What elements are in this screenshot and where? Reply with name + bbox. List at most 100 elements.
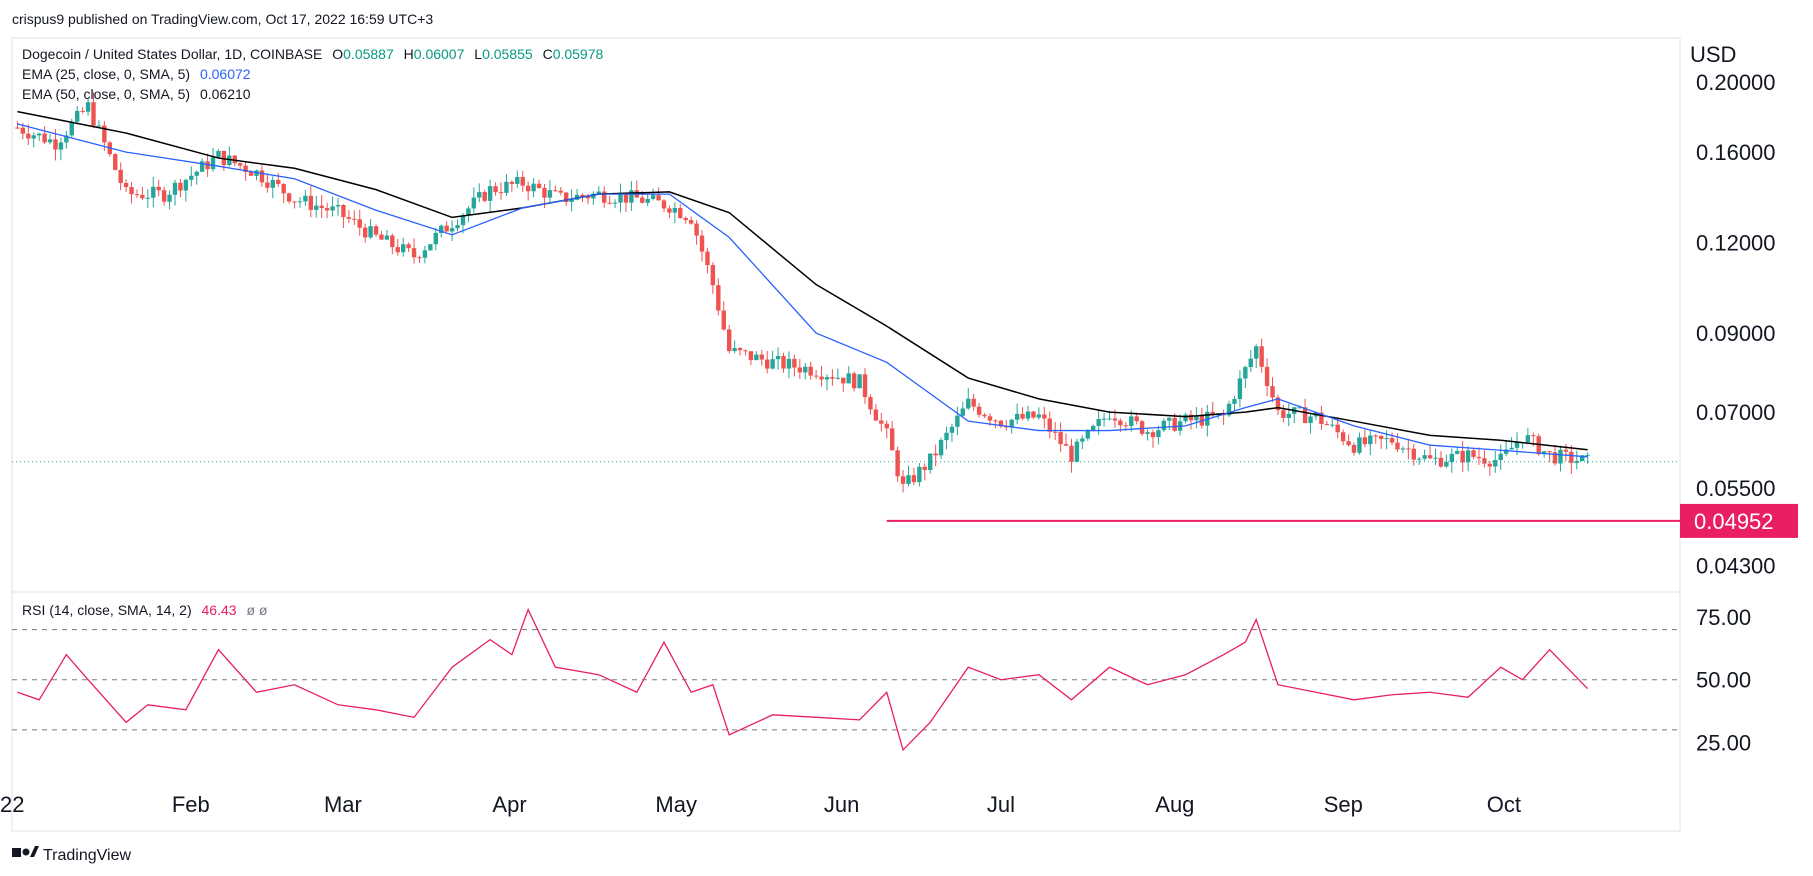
currency-label: USD bbox=[1690, 42, 1736, 67]
candle-body bbox=[183, 179, 189, 191]
candle-body bbox=[1042, 414, 1047, 419]
candle-body bbox=[1384, 438, 1389, 440]
time-tick-label: Apr bbox=[492, 792, 526, 817]
candle-body bbox=[346, 217, 352, 219]
candle-body bbox=[1536, 436, 1541, 455]
price-axis[interactable]: 0.20000 0.16000 0.12000 0.09000 0.07000 0.055… bbox=[1696, 70, 1776, 578]
candle-body bbox=[1129, 416, 1134, 427]
candle-body bbox=[194, 171, 199, 176]
price-tick-label: 0.05500 bbox=[1696, 476, 1776, 501]
candle-body bbox=[591, 193, 596, 199]
candle-body bbox=[493, 186, 498, 193]
legend: Dogecoin / United States Dollar, 1D, COI… bbox=[22, 46, 604, 618]
rsi-axis[interactable]: 75.00 50.00 25.00 bbox=[1696, 605, 1751, 755]
candle-body bbox=[928, 453, 933, 470]
candle-body bbox=[487, 186, 493, 201]
candle-body bbox=[705, 251, 710, 266]
candle-body bbox=[1503, 449, 1509, 454]
candle-body bbox=[998, 420, 1004, 427]
candle-body bbox=[96, 125, 102, 127]
time-tick-label: Oct bbox=[1487, 792, 1521, 817]
candle-body bbox=[1047, 418, 1052, 432]
candle-body bbox=[726, 329, 732, 352]
candle-body bbox=[1493, 460, 1498, 467]
candle-body bbox=[384, 235, 390, 240]
chart-frame bbox=[11, 37, 1681, 832]
candle-body bbox=[1107, 418, 1112, 420]
time-tick-label: May bbox=[655, 792, 697, 817]
candle-body bbox=[596, 191, 601, 194]
rsi-tick-label: 25.00 bbox=[1696, 730, 1751, 755]
support-badge bbox=[1680, 503, 1798, 538]
candle-body bbox=[835, 377, 841, 379]
candle-body bbox=[971, 398, 976, 407]
candle-body bbox=[1264, 366, 1270, 387]
candle-body bbox=[569, 199, 574, 203]
candle-body bbox=[1395, 442, 1400, 450]
candle-body bbox=[1167, 417, 1172, 421]
svg-text:EMA (50, close, 0, SMA, 5): EMA (50, close, 0, SMA, 5) 0.06210 bbox=[22, 86, 251, 102]
candle-body bbox=[1351, 444, 1357, 453]
candle-body bbox=[113, 154, 118, 170]
candle-body bbox=[134, 194, 140, 196]
candle-body bbox=[976, 406, 982, 415]
legend-ema25-value: 0.06072 bbox=[200, 66, 251, 82]
candle-body bbox=[1362, 437, 1368, 445]
candle-body bbox=[319, 205, 324, 209]
candle-body bbox=[993, 420, 998, 422]
candle-body bbox=[1389, 438, 1395, 443]
candle-body bbox=[1080, 438, 1085, 442]
candle-body bbox=[259, 170, 265, 183]
candle-body bbox=[797, 367, 803, 373]
candle-body bbox=[91, 102, 96, 126]
price-tick-label: 0.07000 bbox=[1696, 400, 1776, 425]
candle-body bbox=[900, 476, 906, 484]
price-tick-label: 0.20000 bbox=[1696, 70, 1776, 95]
candle-body bbox=[1210, 411, 1215, 416]
legend-l-label: L bbox=[474, 46, 482, 62]
candle-body bbox=[808, 366, 813, 376]
candle-body bbox=[42, 133, 47, 143]
candle-body bbox=[585, 196, 591, 199]
candle-body bbox=[922, 466, 927, 470]
candle-body bbox=[683, 218, 688, 221]
candle-body bbox=[553, 190, 558, 192]
candle-body bbox=[879, 420, 884, 424]
tradingview-logo[interactable]: TradingView bbox=[12, 846, 131, 864]
rsi-layer bbox=[12, 607, 1680, 752]
legend-symbol: Dogecoin / United States Dollar, 1D, COI… bbox=[22, 46, 322, 62]
candle-body bbox=[661, 200, 667, 209]
time-axis[interactable]: 22 Feb Mar Apr May Jun Jul Aug Sep Oct bbox=[0, 792, 1521, 817]
candle-body bbox=[1465, 450, 1471, 463]
candle-body bbox=[1455, 450, 1460, 454]
candle-body bbox=[406, 244, 411, 249]
candle-body bbox=[1422, 455, 1427, 459]
candle-body bbox=[64, 135, 69, 143]
candle-body bbox=[987, 416, 993, 421]
candle-body bbox=[74, 110, 80, 122]
candle-body bbox=[1297, 407, 1302, 409]
candle-body bbox=[151, 186, 156, 198]
candle-body bbox=[85, 102, 91, 112]
time-tick-label: Jul bbox=[987, 792, 1015, 817]
candle-body bbox=[20, 127, 26, 134]
candle-body bbox=[824, 377, 830, 380]
candle-body bbox=[1378, 435, 1384, 439]
tradingview-brand: TradingView bbox=[43, 847, 131, 864]
candle-body bbox=[1243, 367, 1248, 379]
indicator-lines bbox=[12, 110, 1680, 463]
candle-body bbox=[1319, 412, 1324, 425]
rsi-tick-label: 75.00 bbox=[1696, 605, 1751, 630]
candle-body bbox=[602, 191, 607, 203]
candle-body bbox=[504, 181, 509, 193]
candle-body bbox=[1471, 450, 1476, 457]
legend-rsi-label: RSI (14, close, SMA, 14, 2) bbox=[22, 602, 192, 618]
candle-body bbox=[667, 208, 672, 213]
candle-body bbox=[1194, 415, 1199, 421]
candle-body bbox=[1183, 414, 1188, 422]
candle-body bbox=[509, 181, 515, 184]
candle-body bbox=[1449, 453, 1455, 463]
candle-body bbox=[558, 190, 563, 193]
candle-body bbox=[716, 285, 721, 311]
